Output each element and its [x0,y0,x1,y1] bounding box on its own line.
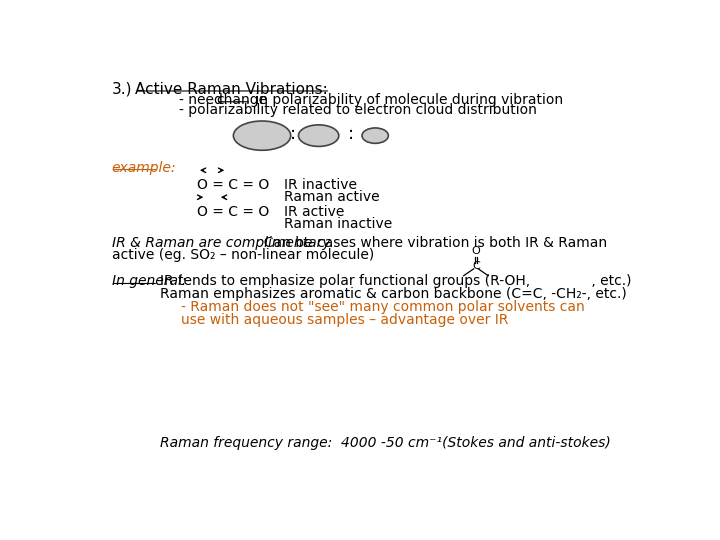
Text: - Raman does not "see" many common polar solvents can: - Raman does not "see" many common polar… [181,300,585,314]
Text: In general:: In general: [112,274,186,288]
Text: Raman inactive: Raman inactive [284,217,392,231]
Ellipse shape [362,128,388,143]
Text: Raman emphasizes aromatic & carbon backbone (C=C, -CH₂-, etc.): Raman emphasizes aromatic & carbon backb… [160,287,626,301]
Text: Active Raman Vibrations:: Active Raman Vibrations: [135,82,328,97]
Text: :: : [348,125,354,143]
Text: IR active: IR active [284,205,344,219]
Text: in polarizability of molecule during vibration: in polarizability of molecule during vib… [251,93,563,107]
Text: IR & Raman are complimentary.: IR & Raman are complimentary. [112,236,333,249]
Text: 3.): 3.) [112,82,132,97]
Text: use with aqueous samples – advantage over IR: use with aqueous samples – advantage ove… [181,313,509,327]
Text: Raman frequency range:  4000 -50 cm⁻¹(Stokes and anti-stokes): Raman frequency range: 4000 -50 cm⁻¹(Sto… [160,436,611,450]
Text: Raman active: Raman active [284,190,379,204]
Ellipse shape [233,121,291,150]
Text: - polarizability related to electron cloud distribution: - polarizability related to electron clo… [179,103,537,117]
Text: change: change [216,93,267,107]
Text: IR tends to emphasize polar functional groups (R-OH,              , etc.): IR tends to emphasize polar functional g… [160,274,631,288]
Text: - need: - need [179,93,228,107]
Text: example:: example: [112,161,176,175]
Text: active (eg. SO₂ – non-linear molecule): active (eg. SO₂ – non-linear molecule) [112,248,374,262]
Text: C: C [472,261,480,271]
Text: O: O [472,246,480,256]
Text: Can be cases where vibration is both IR & Raman: Can be cases where vibration is both IR … [255,236,607,249]
Text: IR inactive: IR inactive [284,178,356,192]
Text: O = C = O: O = C = O [197,205,269,219]
Text: O = C = O: O = C = O [197,178,269,192]
Ellipse shape [299,125,339,146]
Text: :: : [290,125,296,143]
